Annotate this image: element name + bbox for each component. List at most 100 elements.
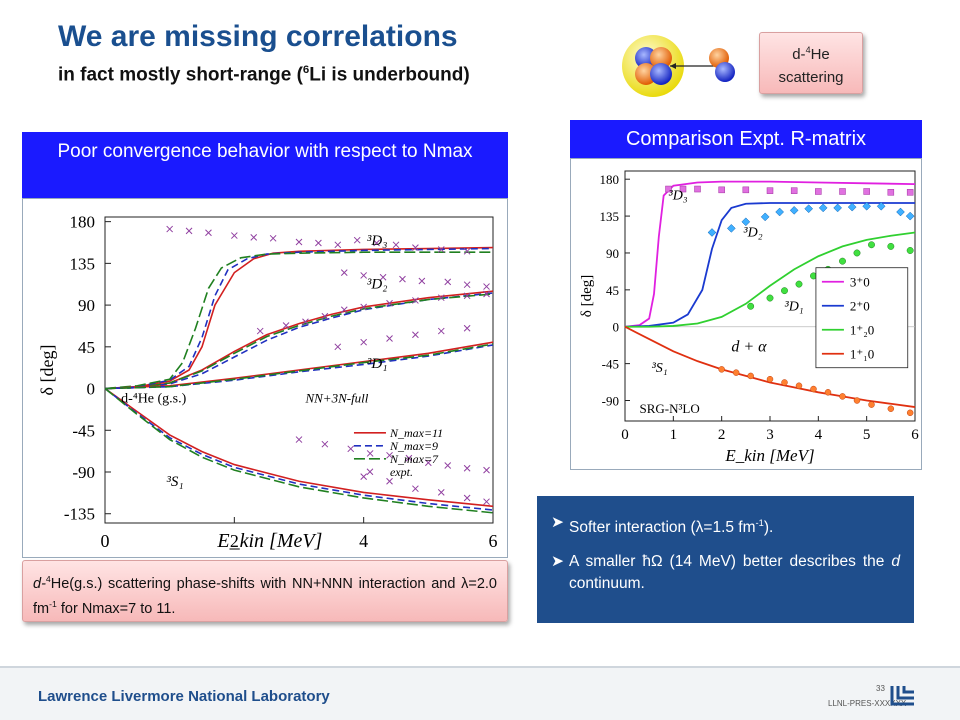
expt-point	[334, 241, 342, 249]
expt-point	[781, 287, 788, 295]
series-line	[104, 247, 494, 390]
interaction-label: SRG-N³LO	[640, 401, 700, 416]
expt-point	[321, 312, 329, 320]
y-tick-label: -90	[602, 394, 619, 409]
series-line	[104, 293, 494, 390]
x-tick-label: 4	[815, 427, 823, 443]
legend-label: expt.	[390, 465, 413, 479]
y-axis-label: δ [deg]	[579, 275, 595, 317]
expt-point	[906, 189, 914, 196]
legend-swatch	[366, 468, 374, 476]
expt-point	[444, 462, 452, 469]
y-tick-label: 0	[613, 320, 620, 335]
expt-point	[379, 273, 387, 281]
expt-point	[760, 212, 770, 222]
expt-point	[412, 244, 419, 251]
y-tick-label: -90	[72, 463, 95, 482]
y-tick-label: -45	[72, 421, 95, 440]
channel-label: ³D₃	[669, 189, 688, 204]
interaction-label: NN+3N-full	[304, 390, 368, 405]
expt-point	[747, 302, 755, 310]
expt-point	[340, 269, 348, 276]
expt-point	[463, 292, 471, 300]
channel-label: ³D₂	[367, 276, 388, 292]
expt-point	[321, 440, 329, 448]
expt-point	[205, 229, 212, 237]
expt-point	[795, 280, 803, 288]
expt-point	[230, 232, 238, 239]
expt-point	[412, 485, 419, 493]
expt-point	[463, 464, 471, 472]
expt-point	[718, 186, 725, 194]
expt-point	[766, 187, 774, 194]
series-line	[104, 387, 494, 514]
y-tick-label: 180	[600, 172, 620, 187]
dhe-scattering-button[interactable]: d-4He scattering	[759, 32, 863, 94]
expt-point	[437, 489, 445, 496]
expt-point	[815, 188, 822, 195]
y-tick-label: 45	[606, 283, 619, 298]
x-tick-label: 2	[718, 427, 726, 443]
system-label: d-⁴He (g.s.)	[121, 391, 186, 406]
channel-label: ³S₁	[166, 474, 183, 490]
legend-label: N_max=7	[389, 452, 439, 466]
expt-point	[437, 246, 445, 253]
y-tick-label: -45	[602, 357, 619, 372]
y-tick-label: 135	[70, 254, 96, 273]
expt-point	[424, 459, 432, 467]
expt-point	[405, 454, 413, 462]
expt-point	[399, 275, 406, 283]
expt-point	[887, 405, 895, 412]
expt-point	[295, 436, 303, 443]
series-line	[104, 343, 494, 390]
expt-point	[295, 238, 303, 246]
right-chart-panel: 180 135 90 45 0 -45 -90 0 1 2 3 4 5 6 E_kin [MeV] δ [de…	[570, 158, 922, 470]
expt-point	[185, 227, 193, 235]
expt-point	[483, 466, 490, 474]
expt-point	[315, 239, 322, 247]
legend-label: 3⁺0	[850, 275, 870, 290]
x-tick-label: 6	[911, 427, 919, 443]
expt-point	[360, 303, 368, 311]
expt-point	[790, 187, 798, 194]
y-axis-label: δ [deg]	[37, 345, 57, 396]
expt-point	[418, 277, 426, 285]
expt-point	[747, 372, 754, 380]
expt-point	[906, 247, 914, 254]
expt-point	[360, 473, 368, 480]
left-panel-header: Poor convergence behavior with respect t…	[22, 132, 508, 198]
expt-point	[868, 401, 875, 408]
convergence-chart: 180 135 90 45 0 -45 -90 -135 0 2 4 6 E_kin [MeV] δ [d…	[37, 213, 498, 552]
expt-point	[302, 318, 309, 326]
expt-point	[789, 205, 799, 215]
expt-point	[804, 204, 814, 214]
expt-point	[876, 201, 886, 211]
expt-point	[906, 409, 914, 417]
expt-point	[483, 290, 490, 298]
expt-point	[694, 185, 701, 193]
x-tick-label: 4	[359, 531, 368, 551]
page-title: We are missing correlations	[58, 20, 458, 53]
expt-point	[437, 327, 445, 335]
legend-label: 1⁺₁0	[850, 347, 874, 362]
expt-point	[726, 224, 736, 233]
expt-point	[824, 389, 832, 396]
channel-label: ³S₁	[652, 361, 668, 376]
expt-point	[353, 236, 361, 244]
series-line	[624, 325, 916, 408]
expt-point	[269, 234, 277, 242]
x-axis-label: E_kin [MeV]	[216, 530, 322, 552]
expt-point	[463, 281, 471, 289]
expt-point	[833, 203, 843, 213]
series-line	[104, 246, 494, 390]
expt-point	[775, 207, 785, 217]
expt-point	[679, 185, 687, 193]
expt-point	[366, 450, 374, 457]
legend-label: N_max=9	[389, 439, 438, 453]
expt-point	[868, 241, 875, 249]
y-tick-label: 90	[606, 246, 619, 261]
nucleus-illustration	[622, 35, 735, 97]
series-line	[624, 202, 915, 328]
expt-point	[863, 188, 870, 195]
expt-point	[483, 498, 490, 506]
